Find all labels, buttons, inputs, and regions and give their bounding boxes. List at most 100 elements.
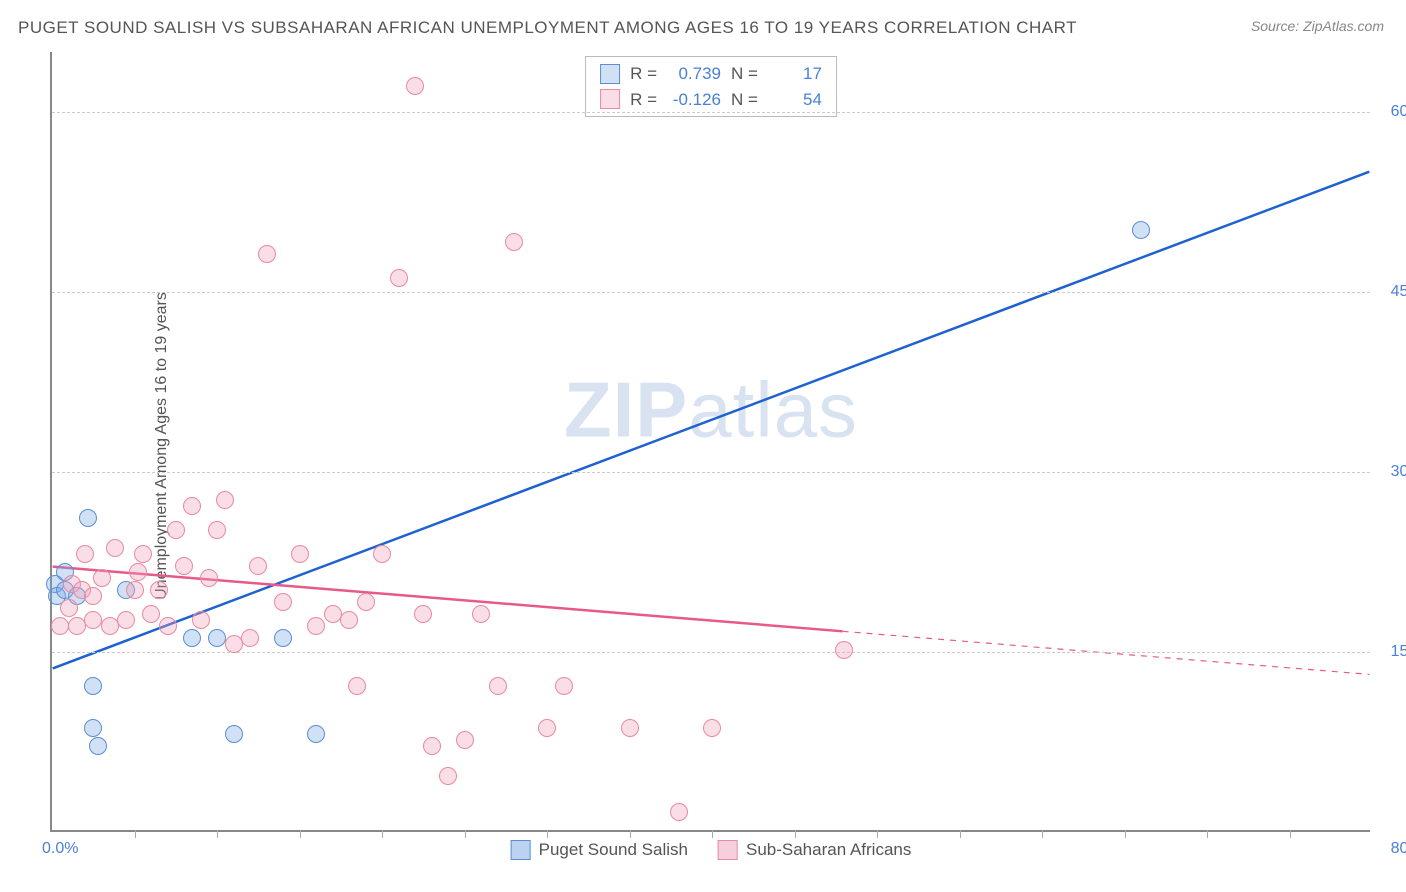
data-point [274, 629, 292, 647]
data-point [274, 593, 292, 611]
data-point [101, 617, 119, 635]
legend-r-label: R = [630, 87, 657, 113]
data-point [142, 605, 160, 623]
data-point [84, 719, 102, 737]
data-point [117, 611, 135, 629]
correlation-legend: R = 0.739 N = 17 R = -0.126 N = 54 [585, 56, 837, 117]
data-point [216, 491, 234, 509]
data-point [106, 539, 124, 557]
data-point [1132, 221, 1150, 239]
data-point [489, 677, 507, 695]
watermark: ZIPatlas [564, 364, 858, 455]
legend-n-value-1: 17 [768, 61, 822, 87]
gridline [52, 652, 1370, 653]
data-point [192, 611, 210, 629]
data-point [505, 233, 523, 251]
legend-swatch-2 [600, 89, 620, 109]
legend-bottom-swatch-2 [718, 840, 738, 860]
data-point [390, 269, 408, 287]
legend-r-value-1: 0.739 [667, 61, 721, 87]
legend-item-2: Sub-Saharan Africans [718, 840, 911, 860]
data-point [423, 737, 441, 755]
x-tick [217, 830, 218, 838]
source-label: Source: ZipAtlas.com [1251, 18, 1384, 34]
data-point [175, 557, 193, 575]
x-tick [1290, 830, 1291, 838]
x-tick [547, 830, 548, 838]
data-point [241, 629, 259, 647]
data-point [670, 803, 688, 821]
gridline [52, 292, 1370, 293]
data-point [307, 617, 325, 635]
gridline [52, 112, 1370, 113]
data-point [208, 521, 226, 539]
data-point [621, 719, 639, 737]
legend-row-series-2: R = -0.126 N = 54 [600, 87, 822, 113]
chart-plot-area: ZIPatlas R = 0.739 N = 17 R = -0.126 N =… [50, 52, 1370, 832]
gridline [52, 472, 1370, 473]
data-point [200, 569, 218, 587]
x-tick [135, 830, 136, 838]
data-point [150, 581, 168, 599]
x-tick [712, 830, 713, 838]
data-point [406, 77, 424, 95]
data-point [60, 599, 78, 617]
trend-lines-layer [52, 52, 1370, 830]
data-point [555, 677, 573, 695]
data-point [225, 635, 243, 653]
data-point [324, 605, 342, 623]
x-tick [877, 830, 878, 838]
data-point [84, 611, 102, 629]
chart-title: PUGET SOUND SALISH VS SUBSAHARAN AFRICAN… [18, 18, 1077, 38]
data-point [414, 605, 432, 623]
data-point [129, 563, 147, 581]
legend-swatch-1 [600, 64, 620, 84]
data-point [307, 725, 325, 743]
data-point [208, 629, 226, 647]
data-point [76, 545, 94, 563]
y-tick-label: 30.0% [1376, 463, 1406, 481]
data-point [84, 587, 102, 605]
x-axis-min-label: 0.0% [42, 840, 78, 858]
data-point [249, 557, 267, 575]
series-legend: Puget Sound Salish Sub-Saharan Africans [511, 840, 912, 860]
data-point [84, 677, 102, 695]
x-tick [795, 830, 796, 838]
data-point [703, 719, 721, 737]
x-tick [1207, 830, 1208, 838]
y-tick-label: 15.0% [1376, 643, 1406, 661]
data-point [93, 569, 111, 587]
data-point [79, 509, 97, 527]
watermark-rest: atlas [688, 365, 858, 453]
legend-bottom-label-2: Sub-Saharan Africans [746, 840, 911, 860]
y-tick-label: 60.0% [1376, 103, 1406, 121]
legend-row-series-1: R = 0.739 N = 17 [600, 61, 822, 87]
x-tick [382, 830, 383, 838]
legend-n-label: N = [731, 87, 758, 113]
legend-n-label: N = [731, 61, 758, 87]
x-tick [630, 830, 631, 838]
legend-n-value-2: 54 [768, 87, 822, 113]
x-tick [960, 830, 961, 838]
legend-r-value-2: -0.126 [667, 87, 721, 113]
data-point [225, 725, 243, 743]
data-point [835, 641, 853, 659]
legend-bottom-swatch-1 [511, 840, 531, 860]
data-point [538, 719, 556, 737]
data-point [373, 545, 391, 563]
data-point [340, 611, 358, 629]
data-point [134, 545, 152, 563]
data-point [439, 767, 457, 785]
data-point [183, 629, 201, 647]
x-tick [300, 830, 301, 838]
data-point [126, 581, 144, 599]
legend-r-label: R = [630, 61, 657, 87]
data-point [291, 545, 309, 563]
data-point [89, 737, 107, 755]
x-tick [1125, 830, 1126, 838]
data-point [348, 677, 366, 695]
data-point [456, 731, 474, 749]
data-point [357, 593, 375, 611]
data-point [159, 617, 177, 635]
data-point [51, 617, 69, 635]
